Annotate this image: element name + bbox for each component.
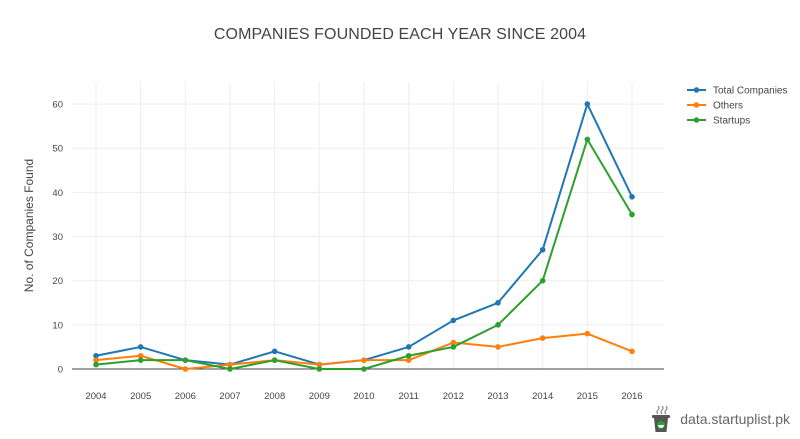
legend-label: Total Companies	[713, 86, 787, 97]
data-point	[629, 348, 635, 355]
brand-watermark[interactable]: data.startuplist.pk	[650, 405, 790, 433]
x-tick-label: 2011	[398, 391, 418, 402]
y-tick-label: 10	[52, 320, 63, 331]
x-tick-label: 2010	[353, 391, 374, 402]
series-group	[93, 101, 635, 372]
y-tick-label: 50	[52, 144, 63, 155]
data-point	[584, 330, 591, 337]
y-tick-label: 30	[52, 232, 63, 243]
legend-item: Startups	[687, 116, 750, 127]
data-point	[539, 277, 546, 284]
x-tick-label: 2016	[621, 391, 642, 402]
data-point	[495, 344, 501, 350]
data-point	[405, 357, 412, 363]
legend-swatch-marker	[693, 87, 700, 93]
series-startups	[93, 136, 635, 372]
data-point	[405, 352, 412, 359]
data-point	[316, 366, 323, 372]
x-tick-label: 2013	[487, 391, 508, 402]
data-point	[271, 348, 278, 355]
y-tick-label: 20	[52, 276, 63, 287]
data-point	[227, 361, 233, 368]
data-point	[539, 335, 546, 341]
legend: Total Companies Others Startups	[687, 86, 787, 127]
data-point	[450, 339, 457, 346]
data-point	[227, 366, 233, 372]
y-axis-label: No. of Companies Found	[22, 159, 36, 292]
data-point	[93, 352, 99, 359]
x-tick-label: 2004	[85, 391, 106, 402]
brand-text: data.startuplist.pk	[680, 411, 790, 427]
data-point	[93, 357, 99, 363]
data-point	[137, 352, 144, 359]
data-point	[361, 366, 367, 372]
data-point	[271, 357, 278, 363]
data-point	[182, 366, 189, 372]
data-point	[137, 357, 144, 363]
chart-title: COMPANIES FOUNDED EACH YEAR SINCE 2004	[213, 26, 587, 43]
data-point	[629, 211, 635, 218]
x-tick-label: 2006	[175, 391, 196, 402]
data-point	[539, 246, 546, 253]
legend-swatch-marker	[693, 117, 700, 123]
data-point	[137, 344, 144, 350]
data-point	[316, 361, 323, 368]
data-point	[405, 344, 412, 350]
legend-swatch-marker	[693, 102, 700, 108]
legend-item: Others	[687, 101, 743, 112]
data-point	[495, 322, 501, 328]
legend-item: Total Companies	[687, 86, 787, 97]
gridlines	[72, 82, 664, 369]
legend-label: Others	[713, 101, 743, 112]
x-tick-label: 2015	[577, 391, 598, 402]
x-tick-label: 2007	[219, 391, 240, 402]
y-tick-label: 0	[58, 365, 63, 376]
data-point	[584, 136, 591, 143]
data-point	[450, 344, 457, 350]
x-tick-label: 2012	[443, 391, 464, 402]
y-tick-label: 60	[52, 100, 63, 111]
coffee-cup-logo-icon	[652, 405, 671, 432]
data-point	[93, 361, 99, 368]
data-point	[629, 194, 635, 200]
series-others	[93, 330, 635, 372]
y-tick-label: 40	[52, 188, 63, 199]
legend-label: Startups	[713, 116, 750, 127]
data-point	[361, 357, 367, 363]
data-point	[495, 299, 501, 306]
x-tick-label: 2008	[264, 391, 285, 402]
x-tick-label: 2014	[532, 391, 553, 402]
data-point	[584, 101, 591, 107]
axes: 0 10 20 30 40 50 60 2004 2005 2006 2007 2008 2009 201…	[22, 100, 664, 402]
x-tick-label: 2009	[309, 391, 330, 402]
data-point	[450, 317, 457, 324]
x-tick-label: 2005	[130, 391, 151, 402]
data-point	[182, 357, 189, 363]
